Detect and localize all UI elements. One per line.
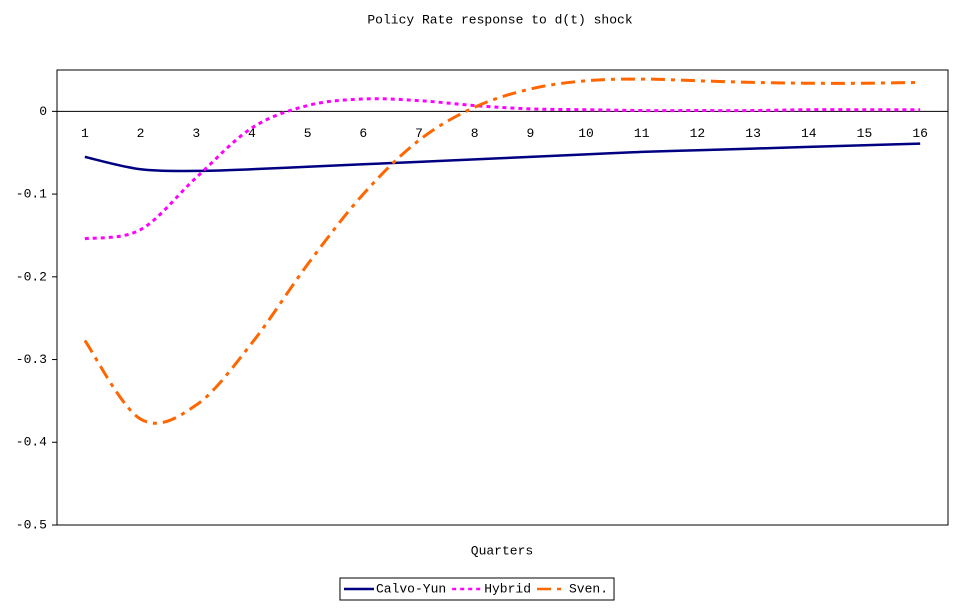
legend-label: Calvo-Yun [376,581,446,596]
x-tick-label: 8 [471,126,479,141]
x-tick-label: 15 [857,126,873,141]
series-line [83,77,921,425]
x-tick-label: 9 [526,126,534,141]
plot-frame [56,69,949,526]
y-tick-label: -0.3 [16,352,47,367]
x-tick-label: 16 [912,126,928,141]
chart-title: Policy Rate response to d(t) shock [367,12,632,27]
x-tick-label: 12 [690,126,706,141]
x-tick-label: 2 [137,126,145,141]
x-tick-label: 10 [578,126,594,141]
y-tick-label: -0.5 [16,517,47,532]
legend-box [339,577,615,601]
series-line [84,97,921,241]
x-tick-label: 14 [801,126,817,141]
x-tick-label: 13 [745,126,761,141]
y-tick-label: -0.1 [16,187,47,202]
y-tick-label: -0.2 [16,269,47,284]
legend-label: Sven. [569,581,608,596]
x-tick-label: 5 [304,126,312,141]
x-tick-label: 1 [81,126,89,141]
series-line [84,142,921,173]
y-tick-label: -0.4 [16,435,47,450]
x-tick-label: 4 [248,126,256,141]
y-tick-label: 0 [39,104,47,119]
x-tick-label: 6 [359,126,367,141]
x-tick-label: 7 [415,126,423,141]
x-tick-label: 3 [192,126,200,141]
legend-label: Hybrid [484,581,531,596]
x-tick-label: 11 [634,126,650,141]
x-axis-label: Quarters [471,543,533,558]
